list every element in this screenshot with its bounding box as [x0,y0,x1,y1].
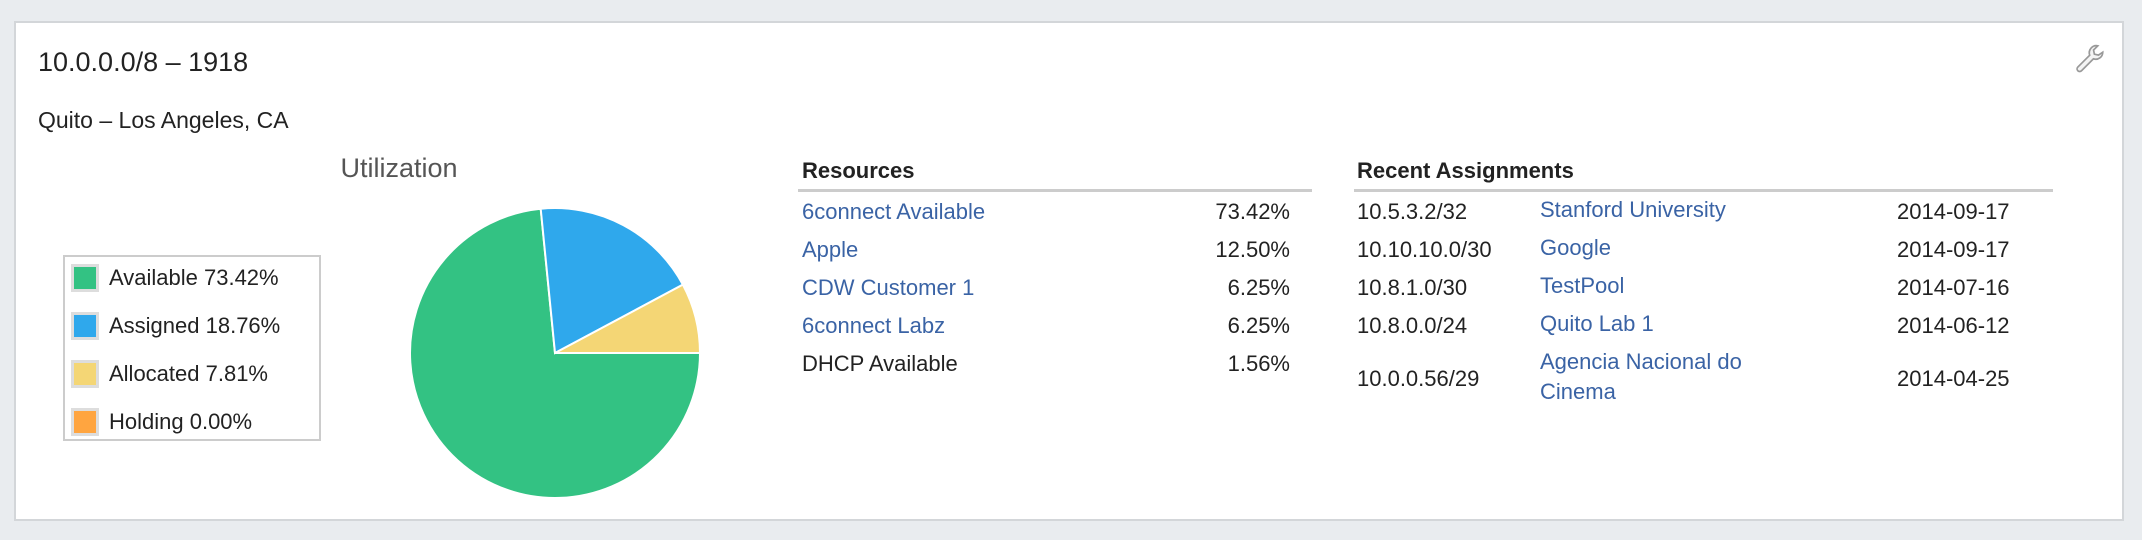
resources-header: Resources [802,158,915,183]
pie-slice-assigned[interactable] [539,207,685,355]
assignment-name[interactable]: TestPool [1540,273,1625,298]
assignment-name[interactable]: Stanford University [1540,197,1726,222]
legend-label: Holding 0.00% [109,409,253,434]
resource-name[interactable]: 6connect Labz [802,313,946,338]
legend-item-assigned[interactable]: Assigned 18.76% [71,311,280,341]
wrench-icon[interactable] [2073,43,2107,77]
assignment-date: 2014-07-16 [1897,275,2010,300]
assignment-block: 10.10.10.0/30 [1357,237,1492,262]
legend-label: Assigned 18.76% [109,313,281,338]
assignment-block: 10.0.0.56/29 [1357,366,1480,391]
assignment-date: 2014-06-12 [1897,313,2010,338]
recent-divider [1354,189,2053,192]
pie-slice-allocated[interactable] [554,283,702,354]
legend-swatch [71,408,99,436]
block-card: 10.0.0.0/8 – 1918 Quito – Los Angeles, C… [14,21,2124,521]
resource-name[interactable]: Apple [802,237,859,262]
block-title: 10.0.0.0/8 – 1918 [38,47,249,77]
legend-item-holding[interactable]: Holding 0.00% [71,407,252,437]
legend-swatch [71,312,99,340]
legend-item-available[interactable]: Available 73.42% [71,263,279,293]
legend-item-allocated[interactable]: Allocated 7.81% [71,359,268,389]
assignment-block: 10.8.1.0/30 [1357,275,1468,300]
resource-percent: 6.25% [1227,313,1290,338]
resource-name: DHCP Available [802,351,958,376]
chart-legend: Available 73.42% Assigned 18.76% Allocated… [63,255,321,441]
resource-percent: 6.25% [1227,275,1290,300]
assignment-date: 2014-09-17 [1897,237,2010,262]
assignment-name[interactable]: Google [1540,235,1611,260]
recent-assignments-header: Recent Assignments [1357,158,1574,183]
utilization-pie-chart [409,207,702,499]
assignment-date: 2014-09-17 [1897,199,2010,224]
assignment-block: 10.5.3.2/32 [1357,199,1468,224]
resource-percent: 12.50% [1215,237,1290,262]
resource-percent: 1.56% [1227,351,1290,376]
legend-label: Available 73.42% [109,265,279,290]
assignment-name[interactable]: Quito Lab 1 [1540,311,1654,336]
assignment-date: 2014-04-25 [1897,366,2010,391]
chart-title: Utilization [340,153,458,183]
assignment-name[interactable]: Agencia Nacional do Cinema [1540,349,1742,404]
legend-label: Allocated 7.81% [109,361,268,386]
legend-swatch [71,360,99,388]
resources-divider [798,189,1312,192]
resource-name[interactable]: 6connect Available [802,199,986,224]
assignment-block: 10.8.0.0/24 [1357,313,1468,338]
resource-name[interactable]: CDW Customer 1 [802,275,975,300]
legend-swatch [71,264,99,292]
block-subtitle: Quito – Los Angeles, CA [38,107,289,133]
resource-percent: 73.42% [1215,199,1290,224]
